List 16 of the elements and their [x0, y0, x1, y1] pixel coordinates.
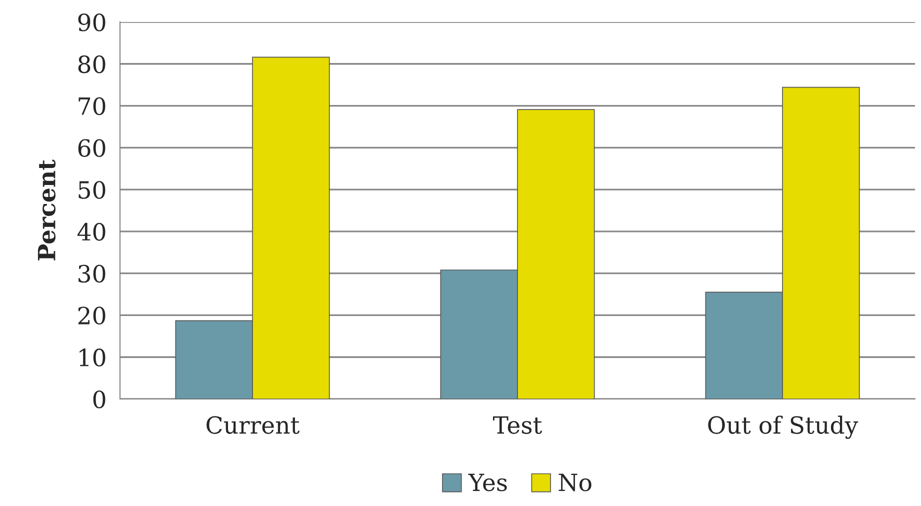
y-tick-label: 50 — [78, 181, 106, 199]
y-axis-title: Percent — [38, 160, 56, 260]
y-tick-label: 70 — [78, 97, 106, 116]
x-tick-label: Out of Study — [708, 416, 858, 439]
y-tick-label: 90 — [78, 13, 106, 32]
x-tick-label: Current — [206, 416, 300, 434]
x-tick-label: Test — [492, 416, 542, 434]
y-tick-label: 60 — [78, 139, 106, 157]
y-tick-label: 20 — [78, 306, 106, 325]
legend-label: No — [558, 474, 592, 492]
y-tick-label: 10 — [80, 348, 106, 366]
y-tick-label: 40 — [77, 222, 106, 241]
y-tick-label: 30 — [78, 264, 106, 283]
legend-label: Yes — [468, 474, 507, 492]
y-tick-label: 0 — [93, 390, 106, 408]
y-tick-label: 80 — [78, 55, 106, 74]
